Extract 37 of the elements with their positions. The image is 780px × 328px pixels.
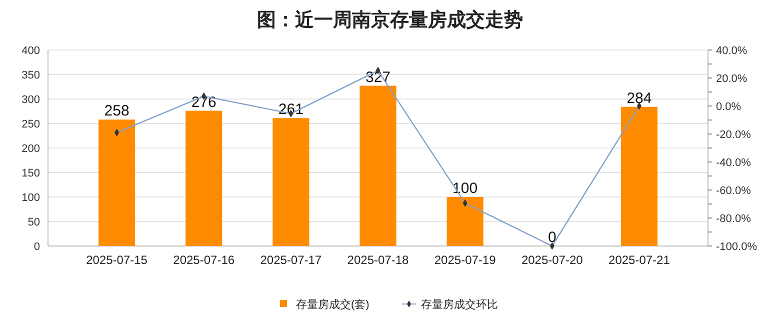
y2-tick-label: -100.0% bbox=[716, 240, 758, 253]
y-tick-label: 200 bbox=[22, 142, 40, 155]
chart-title: 图：近一周南京存量房成交走势 bbox=[257, 9, 523, 31]
data-label: 258 bbox=[104, 102, 130, 120]
y-tick-label: 400 bbox=[22, 44, 40, 57]
y2-tick-label: -40.0% bbox=[716, 156, 752, 169]
y2-tick-label: 20.0% bbox=[716, 72, 748, 85]
legend-label: 存量房成交环比 bbox=[421, 298, 498, 311]
y-tick-label: 250 bbox=[22, 118, 40, 130]
bar bbox=[620, 106, 658, 246]
bar bbox=[98, 120, 136, 246]
data-label: 100 bbox=[452, 180, 478, 197]
bar bbox=[360, 86, 396, 246]
bar bbox=[272, 118, 310, 246]
y-tick-label: 350 bbox=[22, 69, 40, 82]
x-tick-label: 2025-07-21 bbox=[608, 253, 670, 267]
x-tick-label: 2025-07-18 bbox=[347, 253, 410, 267]
bar bbox=[186, 110, 222, 246]
data-label: 284 bbox=[626, 90, 652, 107]
bar bbox=[446, 197, 484, 246]
y-tick-label: 150 bbox=[22, 167, 40, 180]
y-tick-label: 300 bbox=[22, 94, 40, 106]
y2-tick-label: -60.0% bbox=[716, 184, 752, 197]
legend-label: 存量房成交(套) bbox=[296, 298, 370, 311]
y2-tick-label: -80.0% bbox=[716, 212, 752, 225]
data-label: 0 bbox=[548, 229, 556, 246]
y-tick-label: 100 bbox=[22, 192, 40, 204]
y2-tick-label: 0.0% bbox=[716, 100, 742, 113]
x-tick-label: 2025-07-20 bbox=[521, 253, 584, 267]
y2-tick-label: 40.0% bbox=[716, 44, 748, 57]
y-tick-label: 0 bbox=[34, 240, 40, 253]
x-tick-label: 2025-07-17 bbox=[260, 253, 322, 267]
y2-tick-label: -20.0% bbox=[716, 128, 752, 141]
y-tick-label: 50 bbox=[28, 216, 40, 228]
x-tick-label: 2025-07-16 bbox=[173, 253, 235, 267]
x-tick-label: 2025-07-19 bbox=[434, 253, 496, 267]
x-tick-label: 2025-07-15 bbox=[86, 253, 148, 267]
